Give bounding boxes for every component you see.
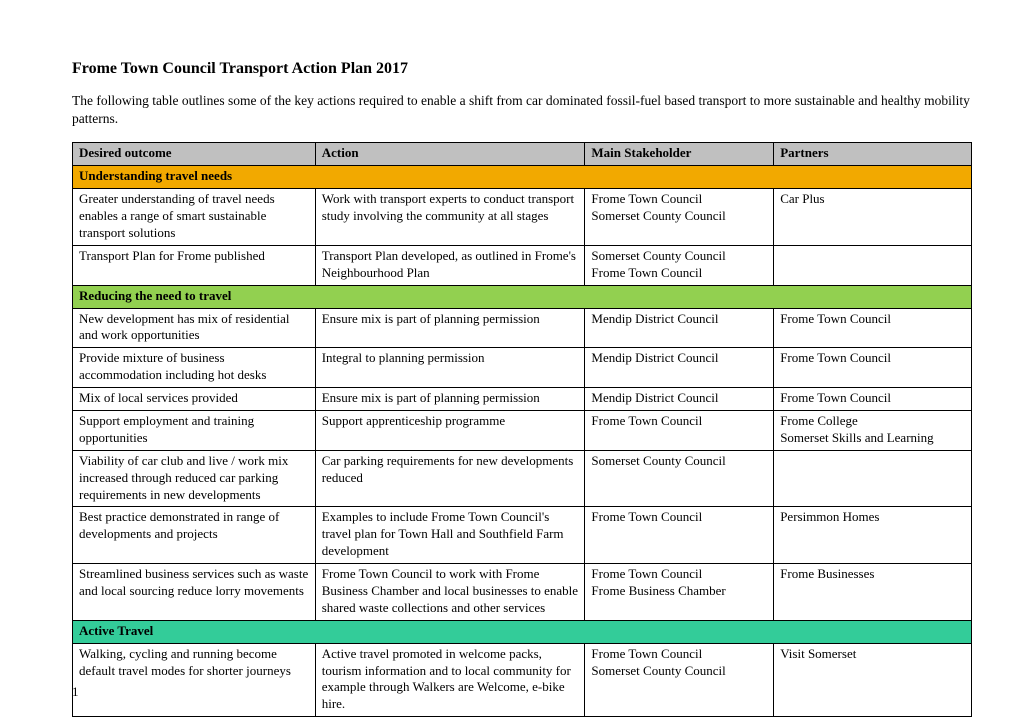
cell-stakeholder: Somerset County CouncilFrome Town Counci… [585,245,774,285]
table-row: Greater understanding of travel needs en… [73,189,972,246]
cell-stakeholder: Frome Town CouncilSomerset County Counci… [585,643,774,717]
cell-partners [774,450,972,507]
cell-action: Ensure mix is part of planning permissio… [315,308,585,348]
table-row: Viability of car club and live / work mi… [73,450,972,507]
cell-action: Frome Town Council to work with Frome Bu… [315,564,585,621]
cell-stakeholder: Mendip District Council [585,348,774,388]
cell-outcome: Best practice demonstrated in range of d… [73,507,316,564]
table-row: Best practice demonstrated in range of d… [73,507,972,564]
cell-outcome: Walking, cycling and running become defa… [73,643,316,717]
cell-action: Examples to include Frome Town Council's… [315,507,585,564]
table-row: Transport Plan for Frome published Trans… [73,245,972,285]
cell-action: Transport Plan developed, as outlined in… [315,245,585,285]
table-header-row: Desired outcome Action Main Stakeholder … [73,143,972,166]
cell-stakeholder: Mendip District Council [585,308,774,348]
col-header-outcome: Desired outcome [73,143,316,166]
cell-outcome: Support employment and training opportun… [73,411,316,451]
cell-outcome: Greater understanding of travel needs en… [73,189,316,246]
cell-partners: Visit Somerset [774,643,972,717]
table-row: Streamlined business services such as wa… [73,564,972,621]
cell-partners: Persimmon Homes [774,507,972,564]
col-header-stakeholder: Main Stakeholder [585,143,774,166]
cell-outcome: Transport Plan for Frome published [73,245,316,285]
cell-partners [774,245,972,285]
cell-action: Integral to planning permission [315,348,585,388]
cell-outcome: New development has mix of residential a… [73,308,316,348]
section-heading: Active Travel [73,620,972,643]
page-title: Frome Town Council Transport Action Plan… [72,60,972,78]
table-row: Support employment and training opportun… [73,411,972,451]
cell-action: Work with transport experts to conduct t… [315,189,585,246]
page-number: 1 [72,684,79,700]
cell-partners: Frome Town Council [774,308,972,348]
cell-outcome: Viability of car club and live / work mi… [73,450,316,507]
cell-outcome: Mix of local services provided [73,388,316,411]
action-plan-table: Desired outcome Action Main Stakeholder … [72,142,972,717]
col-header-action: Action [315,143,585,166]
section-label: Reducing the need to travel [73,285,972,308]
cell-partners: Car Plus [774,189,972,246]
table-row: New development has mix of residential a… [73,308,972,348]
cell-partners: Frome CollegeSomerset Skills and Learnin… [774,411,972,451]
cell-action: Car parking requirements for new develop… [315,450,585,507]
cell-partners: Frome Town Council [774,348,972,388]
section-label: Understanding travel needs [73,166,972,189]
cell-action: Ensure mix is part of planning permissio… [315,388,585,411]
intro-paragraph: The following table outlines some of the… [72,92,972,128]
table-row: Walking, cycling and running become defa… [73,643,972,717]
cell-stakeholder: Frome Town CouncilFrome Business Chamber [585,564,774,621]
table-row: Mix of local services provided Ensure mi… [73,388,972,411]
cell-outcome: Streamlined business services such as wa… [73,564,316,621]
col-header-partners: Partners [774,143,972,166]
cell-partners: Frome Businesses [774,564,972,621]
cell-stakeholder: Somerset County Council [585,450,774,507]
table-row: Provide mixture of business accommodatio… [73,348,972,388]
cell-stakeholder: Frome Town Council [585,411,774,451]
cell-stakeholder: Mendip District Council [585,388,774,411]
cell-stakeholder: Frome Town Council [585,507,774,564]
section-heading: Understanding travel needs [73,166,972,189]
section-label: Active Travel [73,620,972,643]
cell-action: Support apprenticeship programme [315,411,585,451]
cell-action: Active travel promoted in welcome packs,… [315,643,585,717]
cell-stakeholder: Frome Town CouncilSomerset County Counci… [585,189,774,246]
section-heading: Reducing the need to travel [73,285,972,308]
cell-partners: Frome Town Council [774,388,972,411]
cell-outcome: Provide mixture of business accommodatio… [73,348,316,388]
